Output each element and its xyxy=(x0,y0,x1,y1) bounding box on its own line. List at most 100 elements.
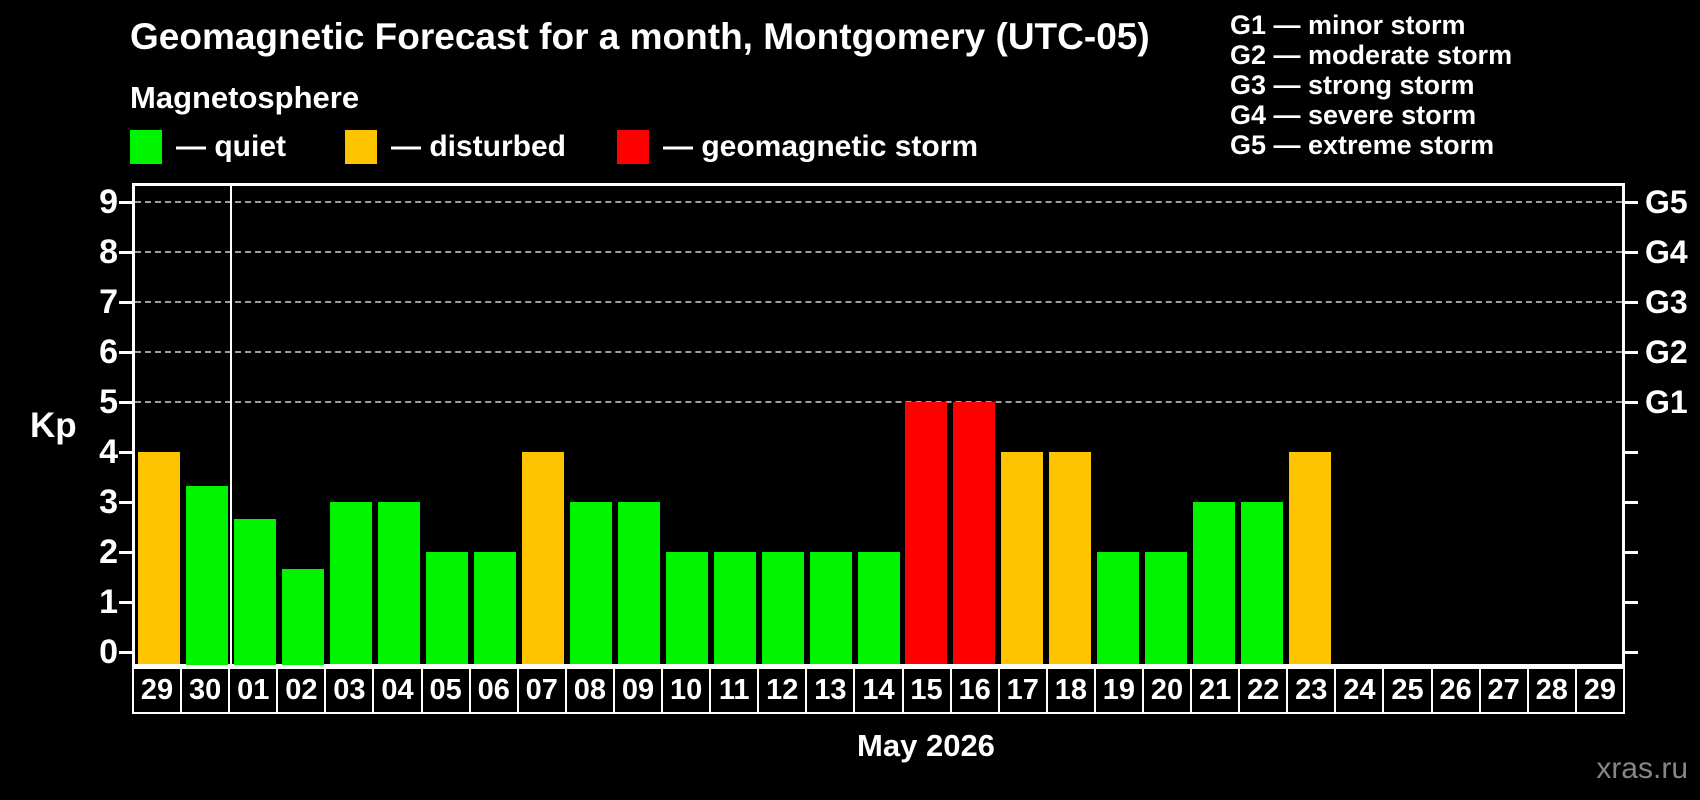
kp-bar-day-29 xyxy=(138,452,180,664)
kp-bar-day-20 xyxy=(1145,552,1187,664)
plot-area xyxy=(132,183,1625,667)
day-cell-29: 29 xyxy=(1574,667,1625,714)
g-legend-line: G5 — extreme storm xyxy=(1230,130,1495,160)
gridline-kp-8 xyxy=(135,251,1622,253)
kp-bar-day-11 xyxy=(714,552,756,664)
left-tick-kp-0 xyxy=(119,651,132,654)
watermark: xras.ru xyxy=(1596,752,1688,785)
month-separator-line xyxy=(230,186,232,664)
y-axis-label-7: 7 xyxy=(99,283,118,321)
g-scale-legend: G1 — minor storm G2 — moderate storm G3 — … xyxy=(1230,10,1512,160)
day-cell-28: 28 xyxy=(1526,667,1577,714)
kp-bar-day-01 xyxy=(234,519,276,665)
gridline-kp-9 xyxy=(135,201,1622,203)
kp-bar-day-10 xyxy=(666,552,708,664)
day-cell-07: 07 xyxy=(516,667,567,714)
kp-bar-day-08 xyxy=(570,502,612,664)
g-legend-line: G3 — strong storm xyxy=(1230,70,1475,100)
kp-bar-day-05 xyxy=(426,552,468,664)
left-tick-kp-9 xyxy=(119,201,132,204)
left-tick-kp-6 xyxy=(119,351,132,354)
left-tick-kp-3 xyxy=(119,501,132,504)
y-axis-label-8: 8 xyxy=(99,233,118,271)
day-cell-19: 19 xyxy=(1093,667,1144,714)
day-cell-15: 15 xyxy=(901,667,952,714)
right-tick-kp-1 xyxy=(1625,601,1638,604)
page-title: Geomagnetic Forecast for a month, Montgo… xyxy=(130,16,1150,57)
day-cell-25: 25 xyxy=(1382,667,1433,714)
kp-bar-day-23 xyxy=(1289,452,1331,664)
gridline-kp-7 xyxy=(135,301,1622,303)
kp-bar-day-30 xyxy=(186,486,228,665)
kp-bar-day-13 xyxy=(810,552,852,664)
day-cell-18: 18 xyxy=(1045,667,1096,714)
kp-bar-day-06 xyxy=(474,552,516,664)
day-cell-08: 08 xyxy=(564,667,615,714)
left-tick-kp-4 xyxy=(119,451,132,454)
y-axis-label-4: 4 xyxy=(99,433,118,471)
left-tick-kp-5 xyxy=(119,401,132,404)
day-cell-17: 17 xyxy=(997,667,1048,714)
y-axis-label-6: 6 xyxy=(99,333,118,371)
right-tick-kp-9 xyxy=(1625,201,1638,204)
y-axis-label-2: 2 xyxy=(99,533,118,571)
disturbed-color-swatch-icon xyxy=(345,130,377,164)
day-cell-21: 21 xyxy=(1190,667,1241,714)
day-cell-06: 06 xyxy=(468,667,519,714)
legend-item-storm: — geomagnetic storm xyxy=(617,130,978,164)
day-cell-30: 30 xyxy=(180,667,231,714)
left-tick-kp-8 xyxy=(119,251,132,254)
right-tick-kp-8 xyxy=(1625,251,1638,254)
kp-bar-day-17 xyxy=(1001,452,1043,664)
kp-bar-day-04 xyxy=(378,502,420,664)
kp-bar-day-14 xyxy=(858,552,900,664)
x-axis-title: May 2026 xyxy=(857,728,995,763)
g-legend-line: G2 — moderate storm xyxy=(1230,40,1513,70)
day-cell-10: 10 xyxy=(661,667,712,714)
legend-item-quiet: — quiet xyxy=(130,130,286,164)
day-cell-02: 02 xyxy=(276,667,327,714)
kp-bar-day-21 xyxy=(1193,502,1235,664)
y-axis-label-0: 0 xyxy=(99,633,118,671)
right-axis-label-G4: G4 xyxy=(1645,234,1688,270)
day-cell-13: 13 xyxy=(805,667,856,714)
day-cell-11: 11 xyxy=(709,667,760,714)
g-legend-line: G1 — minor storm xyxy=(1230,10,1466,40)
kp-bar-day-18 xyxy=(1049,452,1091,664)
kp-bar-day-15 xyxy=(905,402,947,664)
legend-item-disturbed: — disturbed xyxy=(345,130,566,164)
kp-bar-day-07 xyxy=(522,452,564,664)
left-tick-kp-1 xyxy=(119,601,132,604)
y-axis-label-1: 1 xyxy=(99,583,118,621)
day-cell-03: 03 xyxy=(324,667,375,714)
day-cell-22: 22 xyxy=(1238,667,1289,714)
x-axis-day-labels: 29 30 01 02 03 04 05 06 07 08 09 10 11 12 13 14 15 16 17 18… xyxy=(132,667,1625,714)
day-cell-12: 12 xyxy=(757,667,808,714)
legend-label: — quiet xyxy=(176,130,286,163)
day-cell-09: 09 xyxy=(612,667,664,714)
right-axis-label-G3: G3 xyxy=(1645,284,1688,320)
day-cell-20: 20 xyxy=(1141,667,1193,714)
kp-bar-day-19 xyxy=(1097,552,1139,664)
y-axis-title: Kp xyxy=(30,406,77,445)
storm-color-swatch-icon xyxy=(617,130,649,164)
y-axis-label-3: 3 xyxy=(99,483,118,521)
right-tick-kp-4 xyxy=(1625,451,1638,454)
kp-bar-day-03 xyxy=(330,502,372,664)
left-tick-kp-2 xyxy=(119,551,132,554)
day-cell-24: 24 xyxy=(1334,667,1385,714)
day-cell-16: 16 xyxy=(949,667,1000,714)
right-tick-kp-0 xyxy=(1625,651,1638,654)
left-tick-kp-7 xyxy=(119,301,132,304)
right-tick-kp-3 xyxy=(1625,501,1638,504)
quiet-color-swatch-icon xyxy=(130,130,162,164)
gridline-kp-5 xyxy=(135,401,1622,403)
kp-bar-day-02 xyxy=(282,569,324,665)
right-tick-kp-6 xyxy=(1625,351,1638,354)
gridline-kp-6 xyxy=(135,351,1622,353)
right-axis-label-G5: G5 xyxy=(1645,184,1688,220)
day-cell-01: 01 xyxy=(228,667,279,714)
y-axis-label-9: 9 xyxy=(99,183,118,221)
magnetosphere-subtitle: Magnetosphere xyxy=(130,80,360,115)
